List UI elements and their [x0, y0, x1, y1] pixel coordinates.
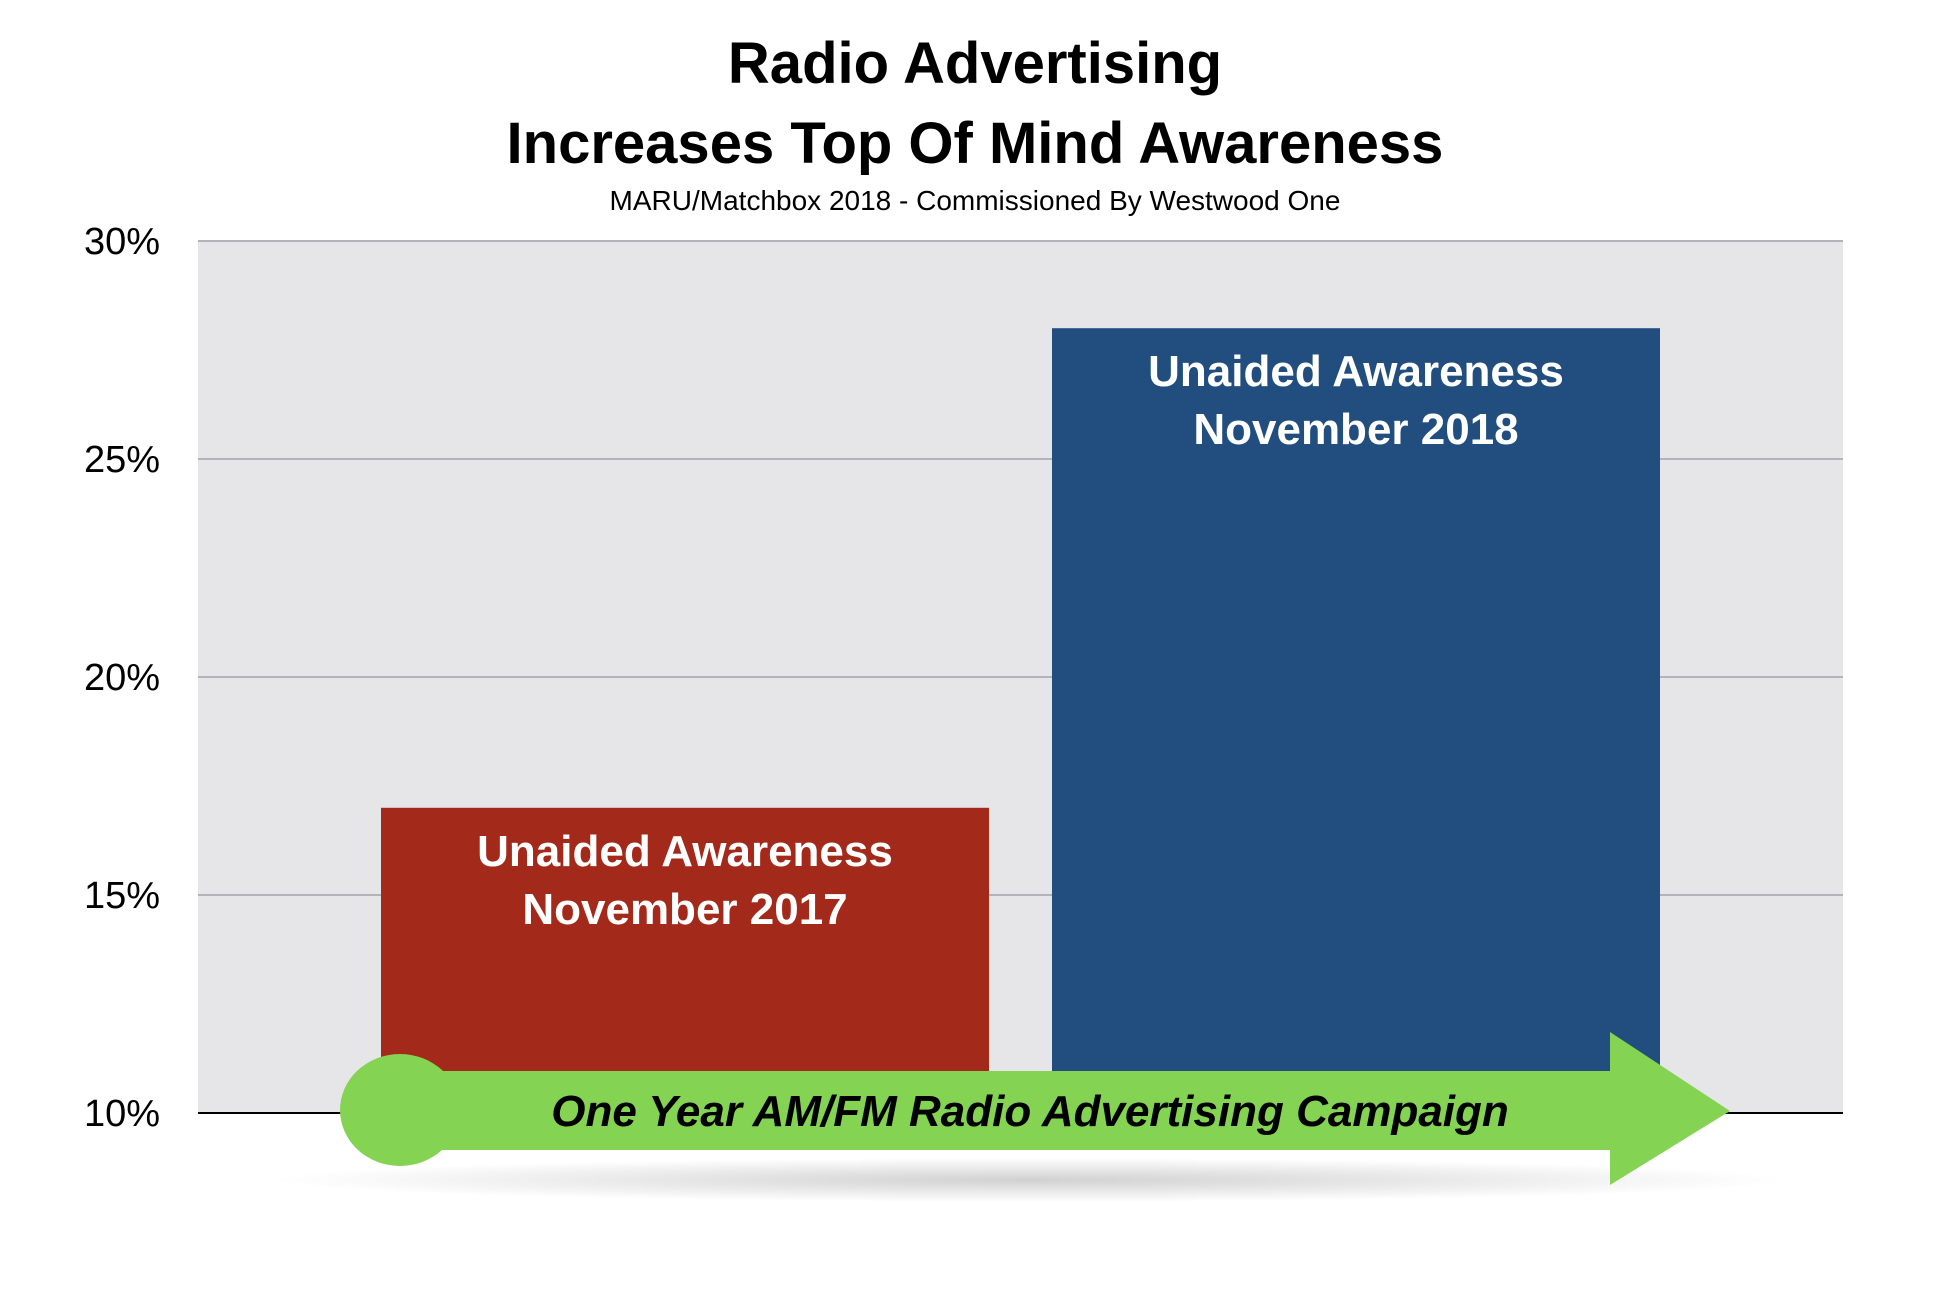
- chart-title-line-1: Radio Advertising: [727, 31, 1223, 96]
- chart-subtitle: MARU/Matchbox 2018 - Commissioned By Wes…: [609, 185, 1341, 216]
- bar: [381, 807, 989, 1113]
- bar-data-label: November 2017: [522, 885, 847, 934]
- y-tick-label: 25%: [84, 439, 160, 481]
- chart-title-line-2: Increases Top Of Mind Awareness: [506, 111, 1444, 176]
- y-tick-label: 15%: [84, 875, 160, 917]
- y-tick-label: 30%: [84, 221, 160, 263]
- y-tick-label: 20%: [84, 657, 160, 699]
- bar-data-label: Unaided Awareness: [477, 827, 893, 876]
- arrow-tail-circle: [340, 1054, 460, 1166]
- y-tick-label: 10%: [84, 1093, 160, 1135]
- campaign-arrow: [400, 1032, 1730, 1185]
- arrow-shadow: [270, 1158, 1790, 1202]
- bar: [1052, 328, 1660, 1113]
- campaign-arrow-label: One Year AM/FM Radio Advertising Campaig…: [551, 1087, 1509, 1136]
- bar-data-label: Unaided Awareness: [1148, 347, 1564, 396]
- bar-data-label: November 2018: [1193, 405, 1518, 454]
